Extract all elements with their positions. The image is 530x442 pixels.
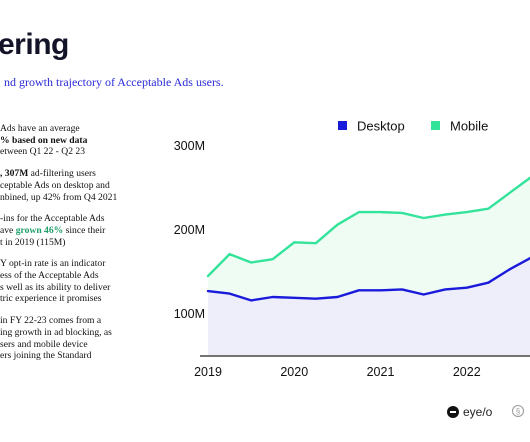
- body-text: t in 2019 (115M): [0, 236, 66, 248]
- eyeo-logo-text: eye/o: [463, 405, 493, 419]
- body-text: etween Q1 22 - Q2 23: [0, 146, 85, 158]
- key-point-line: ing growth in ad blocking, as: [0, 327, 126, 339]
- key-point-line: nbined, up 42% from Q4 2021: [0, 192, 126, 204]
- key-point-line: in FY 22-23 comes from a: [0, 315, 126, 327]
- body-text: ceptable Ads on desktop and: [0, 179, 110, 191]
- secondary-logo-icon: §: [512, 405, 524, 417]
- body-text: s well as its ability to deliver: [0, 281, 111, 293]
- y-tick-label: 100M: [174, 307, 205, 321]
- key-point-line: Y opt-in rate is an indicator: [0, 258, 126, 270]
- key-point-2: , 307M ad-filtering users ceptable Ads on…: [0, 168, 126, 203]
- desktop-legend-swatch: [338, 121, 347, 130]
- body-text: Y opt-in rate is an indicator: [0, 258, 106, 270]
- desktop-area: [208, 258, 530, 355]
- key-point-line: t in 2019 (115M): [0, 237, 126, 249]
- key-points-list: Ads have an average% based on new data et…: [0, 123, 126, 372]
- page-title: ering: [0, 28, 69, 61]
- body-text: ave: [0, 224, 16, 236]
- y-tick-label: 300M: [174, 139, 205, 153]
- mobile-legend-label: Mobile: [450, 119, 488, 134]
- desktop-legend-label: Desktop: [357, 119, 405, 134]
- x-tick-label: 2022: [453, 365, 481, 379]
- key-point-line: etween Q1 22 - Q2 23: [0, 146, 126, 158]
- body-text: sers and mobile device: [0, 338, 88, 350]
- key-point-line: Ads have an average: [0, 123, 126, 135]
- mobile-legend-swatch: [431, 121, 440, 130]
- key-point-line: , 307M ad-filtering users: [0, 168, 126, 180]
- key-point-line: % based on new data: [0, 135, 126, 147]
- key-point-line: -ins for the Acceptable Ads: [0, 213, 126, 225]
- x-tick-label: 2020: [280, 365, 308, 379]
- eyeo-logo-icon: [447, 406, 459, 418]
- x-tick-label: 2021: [367, 365, 395, 379]
- x-tick-label: 2019: [194, 365, 222, 379]
- key-point-line: ess of the Acceptable Ads: [0, 270, 126, 282]
- key-point-1: Ads have an average% based on new data et…: [0, 123, 126, 158]
- key-point-line: ave grown 46% since their: [0, 225, 126, 237]
- highlight-text: , 307M: [0, 168, 29, 180]
- body-text: in FY 22-23 comes from a: [0, 315, 102, 327]
- key-point-3: -ins for the Acceptable Ads ave grown 46%…: [0, 213, 126, 248]
- key-point-line: s well as its ability to deliver: [0, 282, 126, 294]
- body-text: ess of the Acceptable Ads: [0, 270, 99, 282]
- key-point-5: in FY 22-23 comes from a ing growth in ad…: [0, 315, 126, 362]
- body-text: ad-filtering users: [28, 168, 96, 180]
- body-text: ers joining the Standard: [0, 350, 92, 362]
- key-point-line: ers joining the Standard: [0, 350, 126, 362]
- eyeo-logo: eye/o: [447, 405, 492, 419]
- body-text: since their: [63, 224, 106, 236]
- highlight-text: % based on new data: [0, 134, 88, 146]
- key-point-4: Y opt-in rate is an indicator ess of the …: [0, 258, 126, 305]
- body-text: Ads have an average: [0, 123, 80, 134]
- y-tick-label: 200M: [174, 223, 205, 237]
- highlight-text: grown 46%: [15, 224, 64, 236]
- body-text: tric experience it promises: [0, 293, 102, 305]
- body-text: ing growth in ad blocking, as: [0, 326, 112, 338]
- mobile-area: [208, 177, 530, 301]
- page-subtitle: nd growth trajectory of Acceptable Ads u…: [4, 75, 224, 89]
- key-point-line: sers and mobile device: [0, 339, 126, 351]
- key-point-line: ceptable Ads on desktop and: [0, 180, 126, 192]
- body-text: -ins for the Acceptable Ads: [0, 213, 105, 225]
- key-point-line: tric experience it promises: [0, 293, 126, 305]
- body-text: nbined, up 42% from Q4 2021: [0, 191, 118, 203]
